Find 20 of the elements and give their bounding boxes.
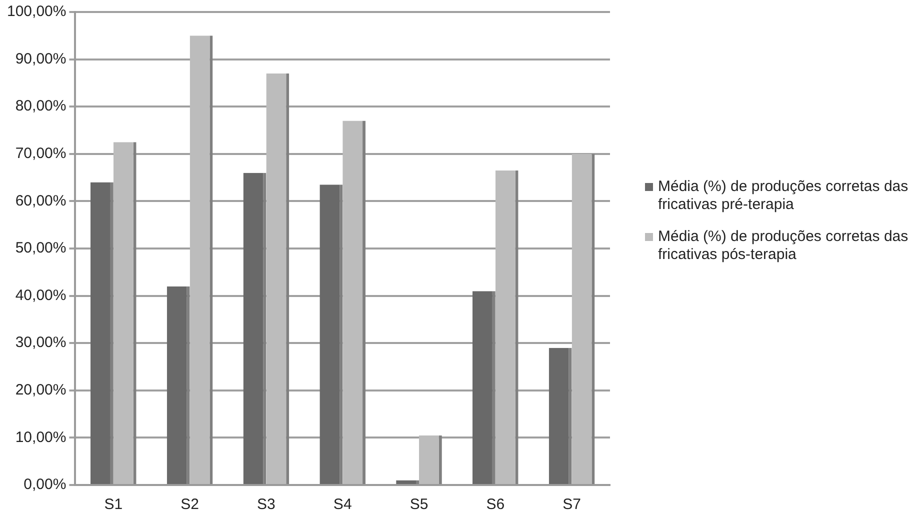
y-tick-label: 70,00% bbox=[15, 145, 66, 162]
legend-label: Média (%) de produções corretas das fricativas pós-terapia bbox=[658, 228, 910, 264]
x-tick-label: S1 bbox=[104, 496, 123, 514]
y-tick-label: 30,00% bbox=[15, 334, 66, 352]
y-tick-label: 0,00% bbox=[24, 476, 66, 494]
x-tick-label: S4 bbox=[333, 496, 352, 514]
x-tick-label: S7 bbox=[562, 496, 581, 514]
legend-label: Média (%) de produções corretas das fricativas pré-terapia bbox=[658, 178, 910, 214]
y-tick-label: 50,00% bbox=[15, 240, 66, 257]
y-tick-label: 20,00% bbox=[15, 382, 66, 399]
y-tick-label: 80,00% bbox=[15, 98, 66, 115]
y-tick-label: 40,00% bbox=[15, 286, 66, 304]
x-tick-label: S6 bbox=[486, 496, 505, 514]
y-tick-label: 60,00% bbox=[15, 192, 66, 210]
y-tick-label: 90,00% bbox=[15, 50, 66, 68]
x-tick-label: S2 bbox=[180, 496, 199, 514]
x-tick-label: S3 bbox=[257, 496, 276, 514]
y-tick-label: 10,00% bbox=[15, 428, 66, 446]
y-tick-label: 100,00% bbox=[7, 3, 66, 20]
x-tick-label: S5 bbox=[410, 496, 428, 514]
